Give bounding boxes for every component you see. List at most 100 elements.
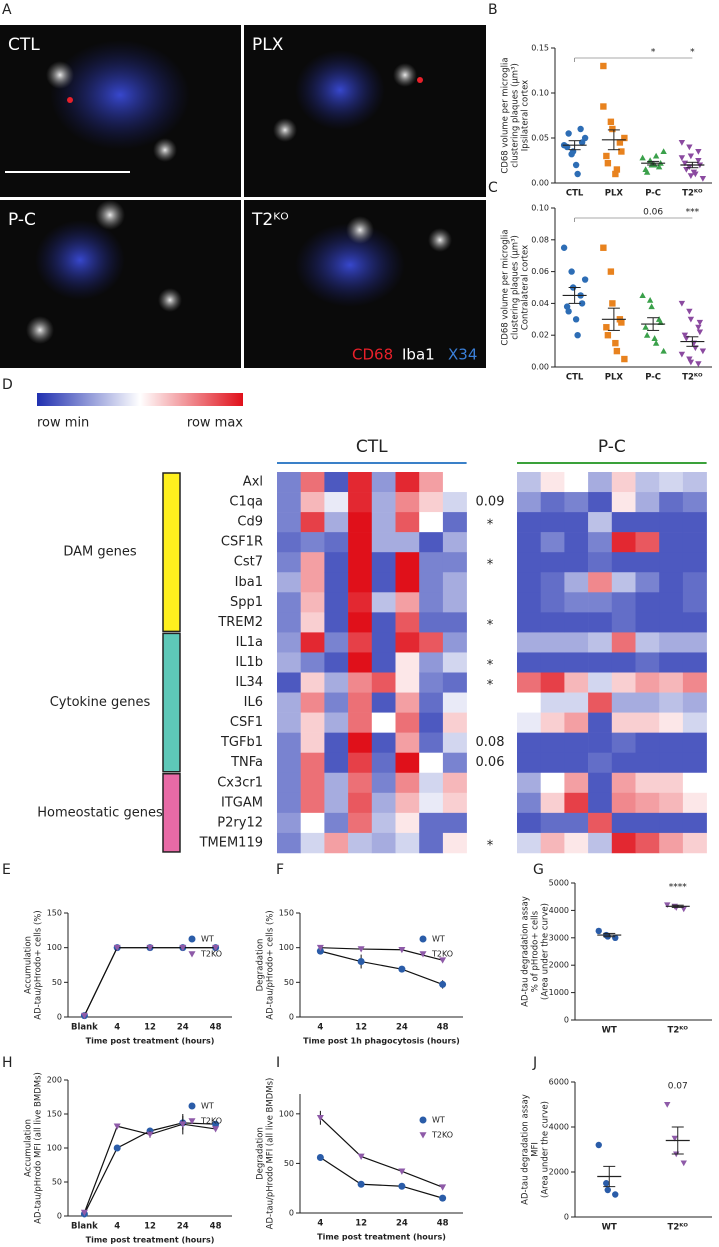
legend-label: WT xyxy=(432,1116,445,1125)
row-label: CSF1R xyxy=(221,535,263,550)
heat-cell xyxy=(277,612,301,633)
y-axis-label: Degradation xyxy=(256,939,266,992)
heat-cell xyxy=(300,472,325,493)
cd68 xyxy=(417,77,423,83)
heat-cell xyxy=(611,832,636,854)
heat-cell xyxy=(564,672,589,693)
heat-cell xyxy=(300,552,325,573)
y-axis-label: MFI xyxy=(531,1142,541,1157)
point xyxy=(600,103,607,110)
point xyxy=(642,324,649,330)
heat-cell xyxy=(324,732,349,753)
point xyxy=(681,332,689,339)
panel-letter: G xyxy=(533,862,544,878)
y-axis-label: AD-tau/pHrodo MFI (all live BMDMs) xyxy=(34,1072,44,1224)
heat-cell xyxy=(588,752,613,774)
heat-cell xyxy=(635,712,660,733)
point xyxy=(603,324,610,331)
heat-cell xyxy=(635,752,660,774)
heat-cell xyxy=(277,772,301,794)
heat-cell xyxy=(442,612,467,633)
heat-cell xyxy=(540,552,565,573)
heat-cell xyxy=(659,572,684,593)
row-group-bar xyxy=(162,472,181,633)
point xyxy=(577,125,584,133)
cell xyxy=(26,316,54,344)
heat-cell xyxy=(348,472,373,493)
point xyxy=(565,130,572,137)
x-tick-label: WT xyxy=(602,1223,617,1233)
heat-cell xyxy=(635,512,660,533)
heat-cell xyxy=(682,572,707,593)
heat-cell xyxy=(395,692,420,713)
heat-cell xyxy=(371,812,396,834)
x-tick-label: 4 xyxy=(317,1219,323,1229)
heat-cell xyxy=(635,552,660,573)
heat-cell xyxy=(682,832,707,854)
point xyxy=(646,157,654,164)
heat-cell xyxy=(517,512,541,533)
legend-label: T2KO xyxy=(200,1117,222,1126)
x-tick-label: 12 xyxy=(355,1023,367,1033)
heat-cell xyxy=(395,532,420,553)
legend-label: T2KO xyxy=(431,950,453,959)
heat-cell xyxy=(682,632,707,653)
heat-cell xyxy=(300,812,325,834)
panel-letter: D xyxy=(2,377,13,393)
point xyxy=(439,1194,447,1202)
heat-cell xyxy=(682,592,707,613)
heat-cell xyxy=(277,492,301,513)
point xyxy=(643,169,651,175)
row-label: P2ry12 xyxy=(217,815,263,830)
point xyxy=(439,980,447,988)
panel-letter: E xyxy=(2,862,11,878)
heat-cell xyxy=(324,632,349,653)
row-group-label: DAM genes xyxy=(63,545,137,560)
heat-cell xyxy=(611,552,636,573)
x-tick-label: 48 xyxy=(437,1219,449,1229)
point xyxy=(439,957,447,964)
heat-cell xyxy=(348,612,373,633)
heat-cell xyxy=(277,792,301,814)
heat-cell xyxy=(659,672,684,693)
point xyxy=(595,1141,602,1149)
annotation: * xyxy=(487,618,494,633)
heat-cell xyxy=(611,772,636,794)
row-label: Spp1 xyxy=(230,595,263,610)
heat-cell xyxy=(348,672,373,693)
x-tick-label: T2ᴷᴼ xyxy=(682,373,703,383)
heat-cell xyxy=(324,512,349,533)
heat-cell xyxy=(442,572,467,593)
annotation: 0.06 xyxy=(476,755,505,770)
point xyxy=(179,944,187,952)
point xyxy=(695,324,702,331)
point xyxy=(574,170,581,178)
legend-label: T2KO xyxy=(431,1131,453,1140)
heat-cell xyxy=(659,692,684,713)
point xyxy=(618,319,625,326)
point xyxy=(678,351,686,358)
heat-cell xyxy=(371,832,396,854)
y-tick-label: 100 xyxy=(279,1109,294,1118)
row-label: CSF1 xyxy=(230,715,263,730)
heat-cell xyxy=(277,712,301,733)
point xyxy=(678,155,686,161)
heat-cell xyxy=(300,832,325,854)
heat-cell xyxy=(300,692,325,713)
significance: 0.06 xyxy=(643,208,663,218)
heat-cell xyxy=(682,552,707,573)
plaque xyxy=(35,220,125,300)
y-tick-label: 100 xyxy=(47,1144,62,1153)
row-group-bar xyxy=(162,773,181,853)
x-tick-label: 12 xyxy=(355,1219,367,1229)
point xyxy=(680,1160,687,1167)
x-tick-label: WT xyxy=(602,1026,617,1036)
heat-cell xyxy=(419,672,444,693)
heat-cell xyxy=(588,652,613,673)
heat-cell xyxy=(540,672,565,693)
heat-cell xyxy=(277,472,301,493)
legend-label: T2KO xyxy=(200,950,222,959)
point xyxy=(687,359,695,366)
heat-cell xyxy=(588,512,613,533)
x-axis-label: Time post treatment (hours) xyxy=(317,1233,446,1242)
